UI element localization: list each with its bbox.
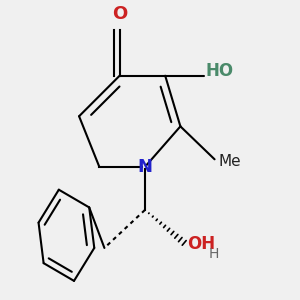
Text: N: N [137,158,152,176]
Text: O: O [112,4,127,22]
Text: HO: HO [206,62,234,80]
Text: Me: Me [218,154,241,169]
Text: OH: OH [187,235,215,253]
Text: H: H [208,247,219,261]
